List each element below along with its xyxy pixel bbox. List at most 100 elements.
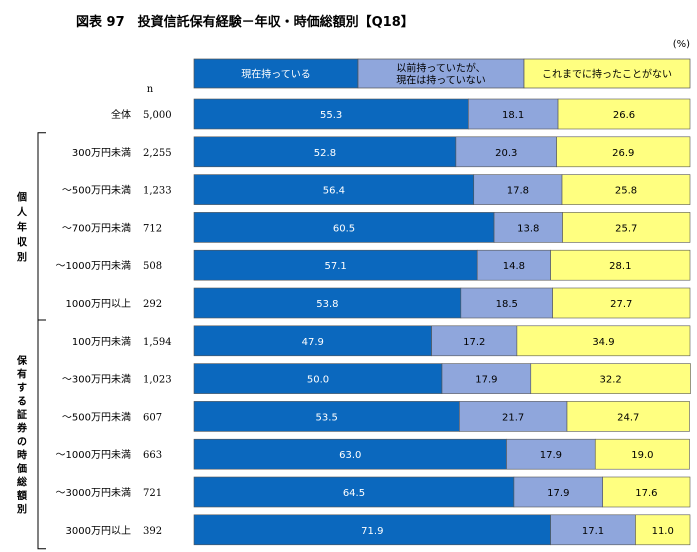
data-label: 63.0: [339, 450, 361, 461]
bar-segment: [193, 325, 432, 357]
row-label: ～700万円未満: [62, 222, 131, 234]
legend-label-1: 現在は持っていない: [396, 74, 486, 87]
bar-segment: [513, 476, 604, 508]
data-label: 11.0: [652, 526, 674, 537]
row-n: 712: [143, 223, 162, 234]
data-label: 50.0: [307, 375, 329, 386]
bar-segment: [193, 287, 462, 319]
bar-segment: [193, 438, 507, 470]
data-label: 64.5: [343, 488, 365, 499]
row-label: 全体: [111, 108, 131, 121]
data-label: 25.8: [615, 186, 637, 197]
data-label: 14.8: [503, 261, 525, 272]
bar-segment: [193, 174, 475, 205]
data-label: 47.9: [302, 337, 324, 348]
row-n: 1,023: [143, 375, 172, 386]
bar-segment: [552, 287, 691, 319]
bar-segment: [455, 136, 557, 168]
bar-segment: [635, 514, 691, 546]
data-label: 57.1: [324, 261, 346, 272]
data-label: 17.1: [582, 526, 604, 537]
row-n: 1,594: [143, 337, 172, 348]
data-label: 53.5: [316, 412, 338, 423]
bar-segment: [193, 212, 495, 243]
bar-segment: [530, 363, 691, 394]
row-label: 100万円未満: [72, 336, 131, 348]
row-n: 2,255: [143, 148, 172, 159]
row-label: ～3000万円未満: [56, 487, 131, 499]
group-label: 保有する証券の時価総額別: [16, 354, 28, 516]
bar-segment: [431, 325, 518, 357]
bar-segment: [193, 249, 478, 281]
bar-segment: [193, 363, 443, 394]
data-label: 21.7: [502, 412, 524, 423]
row-n: 1,233: [143, 186, 172, 197]
row-label: ～1000万円未満: [56, 449, 131, 461]
legend-swatch-1: [357, 58, 525, 89]
data-label: 56.4: [323, 186, 345, 197]
data-label: 71.9: [361, 526, 383, 537]
group-bracket: [37, 319, 46, 550]
data-label: 19.0: [631, 450, 653, 461]
row-label: ～1000万円未満: [56, 260, 131, 272]
data-label: 18.1: [502, 110, 524, 121]
data-label: 26.9: [612, 148, 634, 159]
legend-label-0: 現在持っている: [241, 68, 311, 81]
data-label: 18.5: [496, 299, 518, 310]
data-label: 17.6: [635, 488, 657, 499]
unit-label: (%): [673, 39, 690, 50]
group-label: 個人年収別: [16, 190, 28, 263]
row-label: 300万円未満: [72, 147, 131, 159]
row-n: 607: [143, 412, 162, 423]
row-n: 508: [143, 261, 162, 272]
row-label: ～500万円未満: [62, 185, 131, 197]
data-label: 24.7: [617, 412, 639, 423]
bar-segment: [193, 476, 515, 508]
data-label: 28.1: [609, 261, 631, 272]
bar-segment: [193, 401, 460, 432]
data-label: 26.6: [613, 110, 635, 121]
data-label: 13.8: [517, 223, 539, 234]
data-label: 20.3: [495, 148, 517, 159]
legend-swatch-0: [193, 58, 359, 89]
bar-segment: [602, 476, 691, 508]
bar-segment: [193, 98, 469, 130]
data-label: 27.7: [610, 299, 632, 310]
bar-segment: [516, 325, 691, 357]
data-label: 32.2: [600, 375, 622, 386]
data-label: 17.8: [507, 186, 529, 197]
data-label: 17.9: [475, 375, 497, 386]
row-label: ～300万円未満: [62, 374, 131, 386]
chart-title: 図表 97 投資信託保有経験－年収・時価総額別【Q18】: [76, 14, 414, 30]
bar-segment: [562, 212, 691, 243]
row-n: 721: [143, 488, 162, 499]
row-n: 663: [143, 450, 162, 461]
data-label: 25.7: [615, 223, 637, 234]
n-header: n: [147, 84, 154, 95]
legend-swatch-2: [523, 58, 691, 89]
bar-segment: [557, 98, 691, 130]
bar-segment: [561, 174, 691, 205]
legend: 現在持っている 以前持っていたが、現在は持っていない これまでに持ったことがない: [193, 58, 691, 89]
bar-segment: [467, 98, 559, 130]
data-label: 17.9: [540, 450, 562, 461]
row-label: 3000万円以上: [66, 525, 131, 537]
row-label: ～500万円未満: [62, 411, 131, 423]
bar-segment: [193, 514, 551, 546]
bar-segment: [476, 249, 551, 281]
bar-segment: [550, 514, 636, 546]
bar-segment: [193, 136, 457, 168]
legend-label-1: 以前持っていたが、: [396, 62, 485, 75]
data-label: 52.8: [314, 148, 336, 159]
row-label: 1000万円以上: [66, 298, 131, 310]
legend-label-2: これまでに持ったことがない: [542, 68, 672, 81]
bar-segment: [459, 401, 568, 432]
data-label: 60.5: [333, 223, 355, 234]
data-label: 17.9: [547, 488, 569, 499]
bar-segment: [460, 287, 553, 319]
data-label: 55.3: [320, 110, 342, 121]
row-n: 392: [143, 526, 162, 537]
bar-segment: [550, 249, 691, 281]
